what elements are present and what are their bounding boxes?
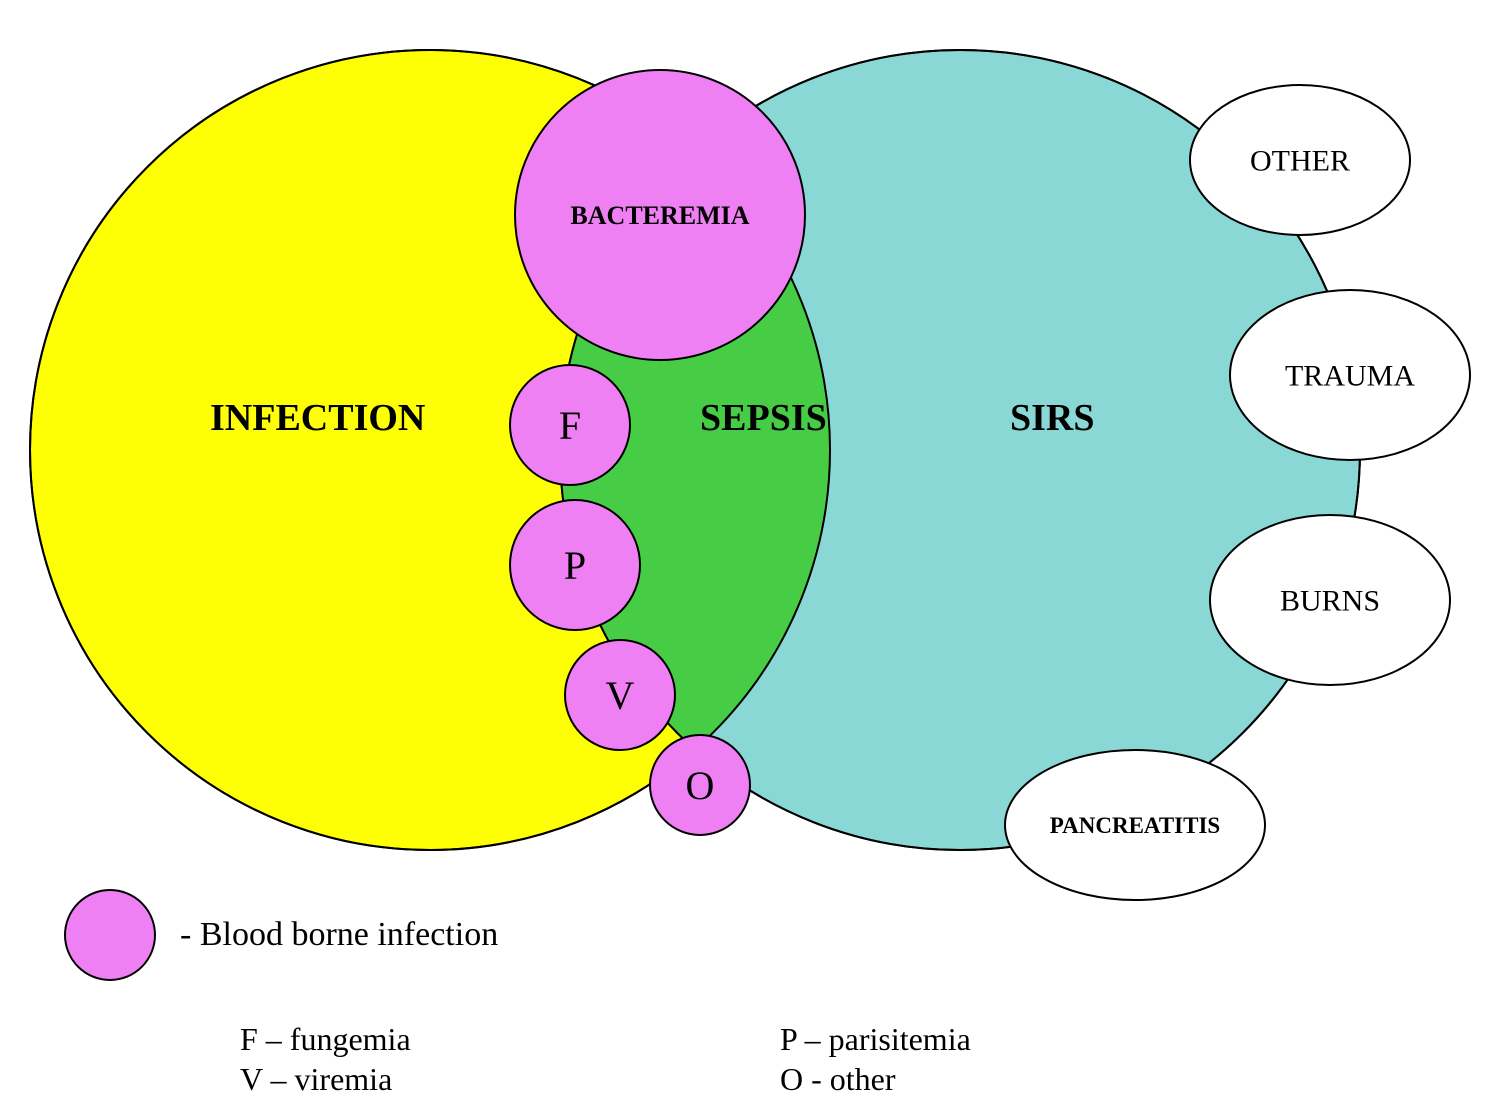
sepsis-label: SEPSIS <box>700 397 827 439</box>
legend-f: F – fungemia <box>240 1021 411 1057</box>
legend-swatch <box>65 890 155 980</box>
blood-o-label: O <box>686 763 715 808</box>
legend-o: O - other <box>780 1061 896 1097</box>
legend-p: P – parisitemia <box>780 1021 971 1057</box>
legend-v: V – viremia <box>240 1061 392 1097</box>
sirs-label: SIRS <box>1010 397 1095 439</box>
venn-diagram: OTHER TRAUMA BURNS PANCREATITIS BACTEREM… <box>0 0 1500 1117</box>
cause-trauma-label: TRAUMA <box>1285 360 1415 393</box>
infection-label: INFECTION <box>210 397 425 439</box>
cause-pancreatitis-label: PANCREATITIS <box>1050 813 1220 838</box>
legend-text: - Blood borne infection <box>180 916 498 953</box>
blood-p-label: P <box>564 543 586 588</box>
blood-bacteremia-label: BACTEREMIA <box>570 201 749 230</box>
blood-v-label: V <box>606 673 635 718</box>
cause-other-label: OTHER <box>1250 145 1350 178</box>
cause-burns-label: BURNS <box>1280 585 1380 618</box>
blood-f-label: F <box>559 403 581 448</box>
